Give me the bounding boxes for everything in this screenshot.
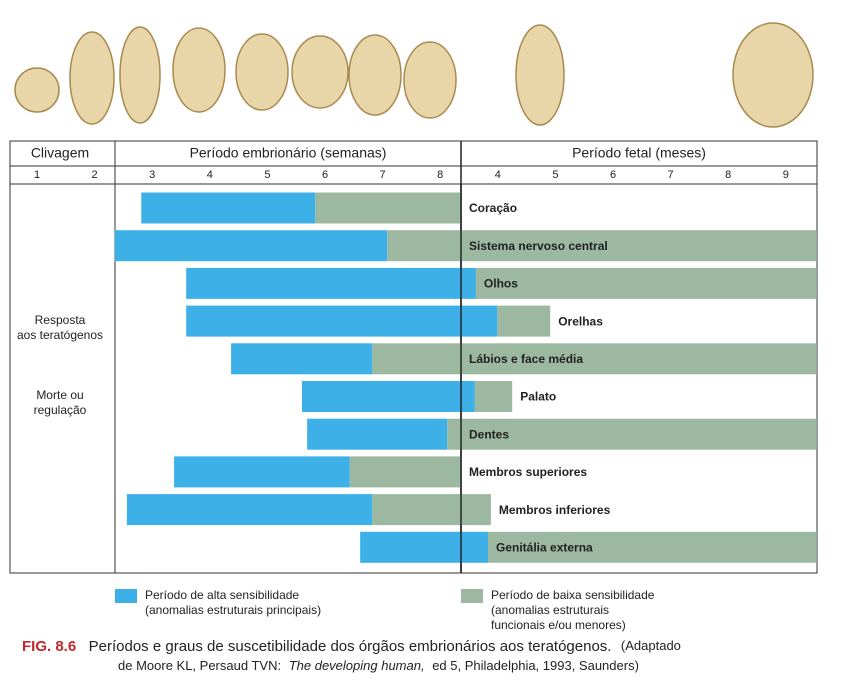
- caption-source: ed 5, Philadelphia, 1993, Saunders): [432, 658, 639, 673]
- high-sensitivity-bar: [360, 531, 489, 563]
- tick-label: 8: [725, 169, 731, 181]
- tick-label: 5: [552, 169, 558, 181]
- organ-label: Membros inferiores: [499, 503, 611, 517]
- low-sensitivity-bar: [349, 456, 461, 488]
- bars: Coração Sistema nervoso central Olhos Orelh…: [114, 192, 817, 563]
- low-sensitivity-bar: [497, 305, 551, 337]
- high-sensitivity-bar: [174, 456, 350, 488]
- legend-text: (anomalias estruturais principais): [145, 603, 321, 617]
- tick-label: 6: [610, 169, 616, 181]
- high-sensitivity-bar: [141, 192, 316, 224]
- tick-label: 9: [783, 169, 789, 181]
- header-fetal: Período fetal (meses): [572, 145, 706, 161]
- organ-label: Olhos: [484, 277, 518, 291]
- high-sensitivity-bar: [186, 267, 476, 299]
- header-cleavage: Clivagem: [31, 145, 89, 161]
- side-label: Morte ou: [36, 388, 83, 402]
- low-sensitivity-bar: [474, 381, 513, 412]
- tick-label: 4: [495, 169, 501, 181]
- organ-label: Genitália externa: [496, 540, 593, 554]
- tick-label: 8: [437, 169, 443, 181]
- tick-label: 7: [380, 169, 386, 181]
- side-label: Resposta: [35, 313, 86, 327]
- tick-label: 7: [668, 169, 674, 181]
- legend-text: Período de baixa sensibilidade: [491, 588, 655, 602]
- high-sensitivity-bar: [307, 418, 448, 450]
- organ-label: Sistema nervoso central: [469, 239, 608, 253]
- legend-text: funcionais e/ou menores): [491, 618, 626, 632]
- tick-label: 1: [34, 169, 40, 181]
- high-sensitivity-bar: [231, 343, 373, 375]
- tick-label: 3: [149, 169, 155, 181]
- low-sensitivity-bar: [447, 418, 817, 450]
- legend-text: Período de alta sensibilidade: [145, 588, 299, 602]
- side-label: regulação: [34, 403, 87, 417]
- organ-label: Lábios e face média: [469, 352, 583, 366]
- caption: FIG. 8.6 Períodos e graus de suscetibili…: [22, 638, 681, 655]
- legend-swatch: [115, 589, 137, 603]
- low-sensitivity-bar: [372, 343, 817, 375]
- side-label: aos teratógenos: [17, 328, 103, 342]
- low-sensitivity-bar: [387, 230, 817, 262]
- caption-source: de Moore KL, Persaud TVN:: [118, 658, 281, 673]
- caption-source: (Adaptado: [621, 638, 681, 653]
- low-sensitivity-bar: [488, 531, 817, 563]
- table-frame: [9, 140, 818, 574]
- tick-label: 5: [264, 169, 270, 181]
- embryo-illustrations: [14, 22, 814, 128]
- low-sensitivity-bar: [315, 192, 461, 224]
- organ-label: Membros superiores: [469, 465, 587, 479]
- high-sensitivity-bar: [186, 305, 498, 337]
- organ-label: Orelhas: [558, 314, 603, 328]
- low-sensitivity-bar: [475, 267, 817, 299]
- legend-swatch: [461, 589, 483, 603]
- tick-label: 6: [322, 169, 328, 181]
- caption: de Moore KL, Persaud TVN: The developing…: [118, 658, 639, 673]
- caption-book: The developing human,: [289, 658, 425, 673]
- organ-label: Coração: [469, 201, 517, 215]
- high-sensitivity-bar: [301, 381, 475, 412]
- low-sensitivity-bar: [372, 494, 491, 526]
- high-sensitivity-bar: [114, 230, 388, 262]
- organ-label: Palato: [520, 390, 556, 404]
- high-sensitivity-bar: [126, 494, 373, 526]
- tick-label: 2: [92, 169, 98, 181]
- caption-title: Períodos e graus de suscetibilidade dos …: [89, 638, 612, 655]
- figure-number: FIG. 8.6: [22, 638, 76, 655]
- legend-text: (anomalias estruturais: [491, 603, 609, 617]
- header-embryonic: Período embrionário (semanas): [190, 145, 387, 161]
- tick-label: 4: [207, 169, 213, 181]
- organ-label: Dentes: [469, 427, 509, 441]
